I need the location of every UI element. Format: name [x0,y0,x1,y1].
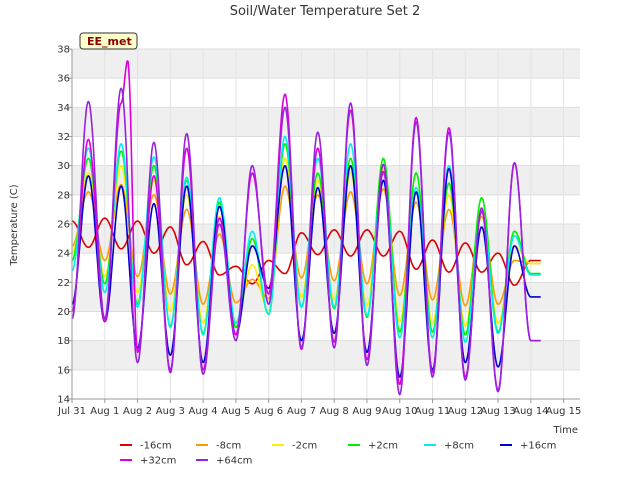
y-tick-label: 26 [57,220,70,231]
x-tick-label: Aug 11 [415,406,450,417]
x-tick-label: Aug 10 [382,406,417,417]
y-tick-label: 34 [57,103,70,114]
series-lines [71,60,541,396]
legend-label-6: +32cm [140,456,176,467]
y-tick-label: 30 [57,161,70,172]
y-tick-label: 18 [57,336,70,347]
chart-title: Soil/Water Temperature Set 2 [230,4,421,19]
x-tick-label: Aug 7 [287,406,316,417]
y-tick-label: 28 [57,190,70,201]
x-tick-label: Aug 6 [254,406,283,417]
y-tick-label: 16 [57,365,70,376]
y-tick-label: 22 [57,278,70,289]
x-tick-label: Jul 31 [57,406,86,417]
legend-label-4: +8cm [444,441,474,452]
legend-label-3: +2cm [368,441,398,452]
y-tick-label: 38 [57,45,70,56]
x-tick-label: Aug 3 [156,406,185,417]
legend: -16cm -8cm -2cm +2cm +8cm +16cm +32cm +64cm [120,441,556,467]
plot-band [72,107,580,137]
x-tick-label: Aug 8 [320,406,349,417]
x-tick-label: Aug 5 [221,406,250,417]
x-tick-label: Aug 9 [352,406,381,417]
y-tick-label: 14 [57,395,70,406]
series-line-0 [71,217,541,286]
legend-label-0: -16cm [140,441,172,452]
y-tick-label: 32 [57,132,70,143]
legend-label-2: -2cm [292,441,317,452]
x-tick-label: Aug 12 [448,406,483,417]
x-tick-label: Aug 13 [480,406,515,417]
station-badge-box [79,32,138,50]
legend-label-1: -8cm [216,441,241,452]
x-tick-label: Aug 15 [546,406,581,417]
legend-label-5: +16cm [520,441,556,452]
y-axis-label: Temperature (C) [9,184,20,266]
axes: 14 16 18 20 22 24 26 28 30 32 34 36 38 Jul 31 Aug 1 Aug… [57,45,581,418]
x-tick-label: Aug 4 [189,406,218,417]
x-tick-label: Aug 1 [90,406,119,417]
y-tick-label: 36 [57,74,70,85]
series-line-7 [71,87,541,396]
y-tick-label: 24 [57,249,70,260]
x-tick-label: Aug 14 [513,406,548,417]
station-badge-label: EE_met [87,35,132,48]
x-tick-label: Aug 2 [123,406,152,417]
legend-label-7: +64cm [216,456,252,467]
station-badge: EE_met [79,32,138,50]
x-axis-label: Time [553,425,578,436]
y-tick-label: 20 [57,307,70,318]
plot-band [72,49,580,79]
plot-band [72,340,580,370]
